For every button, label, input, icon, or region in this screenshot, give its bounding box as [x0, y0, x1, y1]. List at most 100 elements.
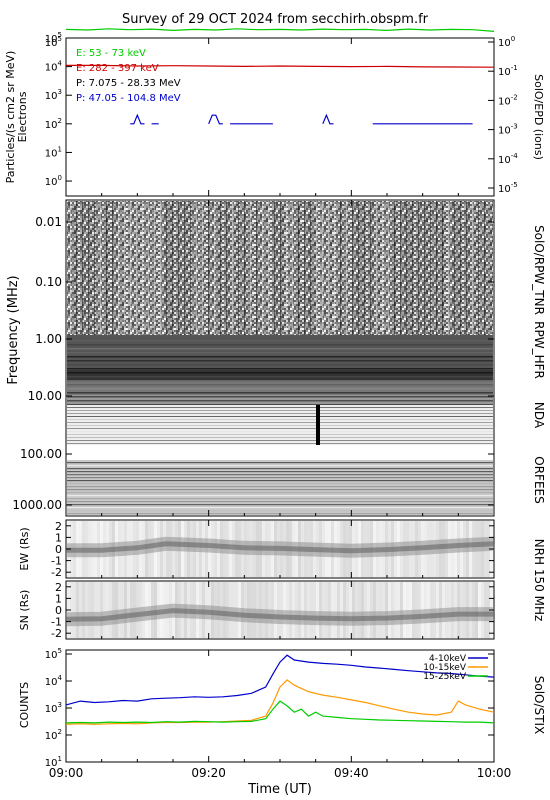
- x-tick-label: 10:00: [477, 766, 512, 780]
- tnr-streak: [124, 201, 126, 335]
- nrh-column: [70, 582, 73, 638]
- nrh-column: [82, 582, 85, 638]
- orfees-line: [67, 501, 493, 503]
- tnr-streak: [130, 201, 132, 335]
- nda-line: [67, 431, 493, 432]
- nrh-column: [370, 582, 373, 638]
- nrh-column: [358, 582, 361, 638]
- nda-line: [67, 437, 493, 438]
- tnr-streak: [364, 201, 366, 335]
- tnr-streak: [448, 201, 450, 335]
- epd-left-tick-label: 100: [45, 174, 62, 188]
- nrh-column: [100, 582, 103, 638]
- nda-line: [67, 422, 493, 423]
- orfees-line: [67, 498, 493, 500]
- nrh-column: [91, 582, 94, 638]
- tnr-streak: [358, 201, 360, 335]
- tnr-streak: [142, 201, 144, 335]
- nrh-column: [313, 582, 316, 638]
- radio-right-label: RPW_HFR: [532, 321, 546, 379]
- nrh-column: [79, 582, 82, 638]
- orfees-line: [67, 477, 493, 479]
- tnr-streak: [280, 201, 282, 335]
- tnr-streak: [310, 201, 312, 335]
- nrh-tick-label: -2: [51, 566, 62, 579]
- nrh-column: [355, 582, 358, 638]
- tnr-streak: [172, 201, 174, 335]
- tnr-streak: [316, 201, 318, 335]
- orfees-line: [67, 507, 493, 509]
- tnr-streak: [178, 201, 180, 335]
- hfr-stripe: [67, 352, 493, 354]
- nda-line: [67, 425, 493, 426]
- stix-tick-label: 103: [45, 701, 62, 715]
- stix-legend-label: 15-25keV: [423, 672, 467, 682]
- nda-line: [67, 413, 493, 414]
- tnr-streak: [292, 201, 294, 335]
- nrh-column: [376, 582, 379, 638]
- epd-legend-entry: P: 7.075 - 28.33 MeV: [76, 78, 181, 89]
- tnr-streak: [154, 201, 156, 335]
- nrh-column: [346, 582, 349, 638]
- nrh-column: [403, 582, 406, 638]
- nrh-column: [361, 582, 364, 638]
- x-tick-label: 09:00: [49, 766, 84, 780]
- nrh-column: [289, 582, 292, 638]
- tnr-streak: [196, 201, 198, 335]
- hfr-band: [67, 370, 493, 380]
- nrh-right-label: NRH 150 MHz: [532, 539, 546, 622]
- tnr-streak: [484, 201, 486, 335]
- nrh-column: [112, 582, 115, 638]
- nrh-column: [310, 582, 313, 638]
- epd-left-tick-label: 102: [45, 117, 62, 131]
- nda-line: [67, 434, 493, 435]
- time-axis: 09:00 09:20 09:40 10:00: [49, 38, 512, 780]
- nrh-column: [325, 582, 328, 638]
- tnr-streak: [460, 201, 462, 335]
- tnr-streak: [202, 201, 204, 335]
- nrh-column: [292, 582, 295, 638]
- nrh-source-core: [66, 541, 495, 554]
- nda-burst: [316, 405, 320, 445]
- stix-tick-label: 104: [45, 674, 63, 688]
- tnr-streak: [346, 201, 348, 335]
- nda-line: [67, 419, 493, 420]
- nrh-column: [73, 582, 76, 638]
- nrh-tick-label: 0: [55, 604, 62, 617]
- nrh-column: [295, 582, 298, 638]
- epd-left-tick-label: 101: [45, 145, 62, 159]
- tnr-streak: [136, 201, 138, 335]
- tnr-streak: [418, 201, 420, 335]
- orfees-line: [67, 471, 493, 473]
- epd-ylabel: Particles/(s cm2 sr MeV): [4, 51, 17, 184]
- tnr-streak: [328, 201, 330, 335]
- tnr-streak: [454, 201, 456, 335]
- tnr-streak: [394, 201, 396, 335]
- stix-tick-label: 101: [45, 755, 62, 769]
- epd-series-line: [130, 113, 473, 125]
- tnr-streak: [352, 201, 354, 335]
- tnr-streak: [118, 201, 120, 335]
- nrh-tick-label: 2: [55, 581, 62, 594]
- stix-ylabel: COUNTS: [18, 682, 31, 728]
- tnr-streak: [466, 201, 468, 335]
- nrh-column: [388, 582, 391, 638]
- nrh-source-core: [65, 608, 494, 622]
- radio-ylabel: Frequency (MHz): [6, 275, 21, 384]
- stix-series-line: [65, 700, 495, 724]
- epd-right-label: SolO/EPD (ions): [532, 74, 545, 160]
- orfees-line: [67, 492, 493, 494]
- tnr-streak: [406, 201, 408, 335]
- nrh-column: [280, 582, 283, 638]
- nda-line: [67, 443, 493, 444]
- hfr-stripe: [67, 404, 493, 406]
- nrh-tick-label: 1: [55, 531, 62, 544]
- radio-tick-label: 100.00: [20, 447, 62, 461]
- stix-tick-label: 105: [45, 647, 62, 661]
- tnr-streak: [262, 201, 264, 335]
- tnr-streak: [256, 201, 258, 335]
- nrh-column: [97, 582, 100, 638]
- tnr-streak: [184, 201, 186, 335]
- nrh-tick-label: 0: [55, 543, 62, 556]
- tnr-streak: [220, 201, 222, 335]
